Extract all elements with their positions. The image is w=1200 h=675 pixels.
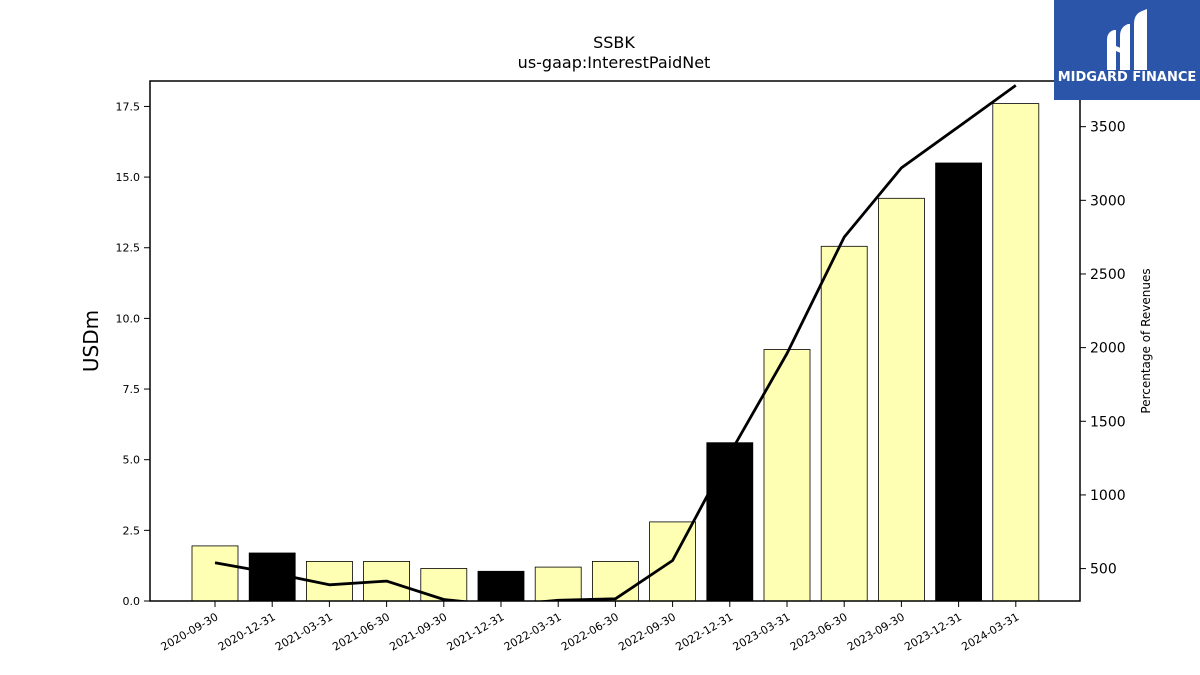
bar-2021-09-30 xyxy=(420,568,468,602)
bar-2022-06-30 xyxy=(592,561,639,602)
bar-2022-03-31 xyxy=(534,566,582,602)
bar-2023-12-31 xyxy=(935,162,982,602)
right-tick-label: 2500 xyxy=(1090,267,1126,283)
bar-2020-09-30 xyxy=(191,545,239,602)
x-tick-label: 2023-09-30 xyxy=(845,610,907,653)
right-tick-label: 500 xyxy=(1090,562,1117,578)
midgard-m-logo-icon xyxy=(1107,9,1147,70)
bar-2022-12-31 xyxy=(706,442,754,602)
midgard-finance-logo: MIDGARD FINANCE xyxy=(1054,0,1200,100)
left-tick-label: 2.5 xyxy=(123,524,141,537)
left-tick-label: 12.5 xyxy=(116,242,141,255)
x-tick-label: 2021-09-30 xyxy=(387,610,449,653)
chart-subtitle: us-gaap:InterestPaidNet xyxy=(518,53,711,72)
x-tick-label: 2022-06-30 xyxy=(559,610,621,653)
right-axis-ticks: 500 1000 1500 2000 2500 3000 3500 xyxy=(1080,120,1126,578)
x-tick-label: 2022-12-31 xyxy=(673,610,735,653)
line-group xyxy=(214,84,1017,601)
bar-2024-03-31 xyxy=(992,103,1040,602)
bar-2023-09-30 xyxy=(878,197,925,602)
x-tick-label: 2020-09-30 xyxy=(159,610,221,653)
bar-2023-06-30 xyxy=(820,245,868,602)
y-axis-label: USDm xyxy=(79,310,103,372)
x-tick-label: 2021-12-31 xyxy=(445,610,507,653)
right-tick-label: 3500 xyxy=(1090,120,1126,136)
x-tick-label: 2023-06-30 xyxy=(788,610,850,653)
right-tick-label: 2000 xyxy=(1090,341,1126,357)
right-tick-label: 1500 xyxy=(1090,414,1126,430)
x-tick-label: 2023-03-31 xyxy=(731,610,793,653)
percentage-of-revenues-line xyxy=(214,84,1017,601)
x-tick-label: 2021-03-31 xyxy=(273,610,335,653)
x-axis-ticks: 2020-09-302020-12-312021-03-312021-06-30… xyxy=(159,601,1021,654)
bar-2023-03-31 xyxy=(763,349,811,602)
chart-title: SSBK xyxy=(593,33,635,52)
x-tick-label: 2021-06-30 xyxy=(330,610,392,653)
left-tick-label: 15.0 xyxy=(116,171,141,184)
left-tick-label: 5.0 xyxy=(123,454,141,467)
bar-2021-12-31 xyxy=(477,570,525,602)
x-tick-label: 2020-12-31 xyxy=(216,610,278,653)
left-tick-label: 0.0 xyxy=(123,595,141,608)
bars-group xyxy=(191,103,1040,602)
x-tick-label: 2022-09-30 xyxy=(616,610,678,653)
left-tick-label: 7.5 xyxy=(123,383,141,396)
logo-text: MIDGARD FINANCE xyxy=(1058,70,1197,85)
right-tick-label: 3000 xyxy=(1090,193,1126,209)
left-tick-label: 10.0 xyxy=(116,312,141,325)
left-axis-ticks: 0.0 2.5 5.0 7.5 10.0 12.5 15.0 17.5 xyxy=(116,100,150,608)
x-tick-label: 2023-12-31 xyxy=(902,610,964,653)
x-tick-label: 2022-03-31 xyxy=(502,610,564,653)
left-tick-label: 17.5 xyxy=(116,100,141,113)
x-tick-label: 2024-03-31 xyxy=(959,610,1021,653)
right-tick-label: 1000 xyxy=(1090,488,1126,504)
y2-axis-label: Percentage of Revenues xyxy=(1139,268,1153,413)
